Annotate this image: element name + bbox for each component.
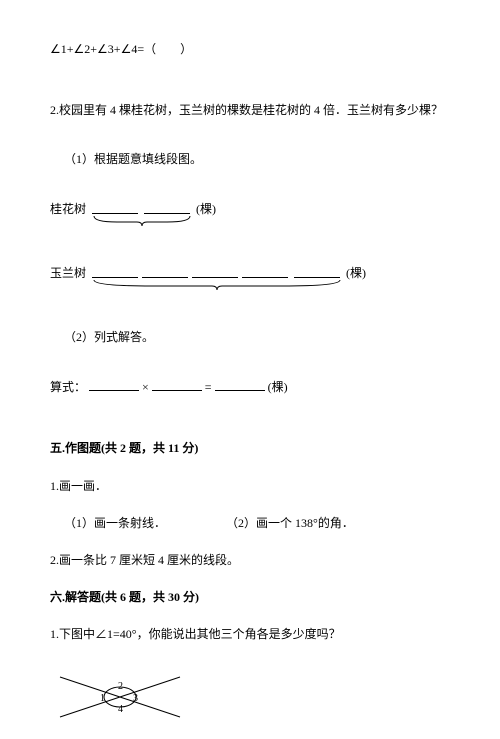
- q2-sub2-text: （2）列式解答。: [64, 330, 154, 344]
- guihua-label: 桂花树: [50, 200, 86, 219]
- formula-eq: =: [205, 380, 212, 394]
- sec6-q1: 1.下图中∠1=40°，你能说出其他三个角各是多少度吗？: [50, 625, 450, 644]
- angle-diagram-svg: 1 2 3 4: [50, 662, 190, 732]
- sec5-q1-text: 1.画一画．: [50, 479, 107, 493]
- sec5-q1: 1.画一画．: [50, 477, 450, 496]
- sec5-q2-text: 2.画一条比 7 厘米短 4 厘米的线段。: [50, 553, 239, 567]
- q2-stem-text: 2.校园里有 4 棵桂花树，玉兰树的棵数是桂花树的 4 倍．玉兰树有多少棵？: [50, 103, 443, 117]
- guihua-unit: (棵): [196, 200, 216, 219]
- formula-times: ×: [142, 380, 149, 394]
- yulan-blank-4: [242, 264, 288, 278]
- q2-stem: 2.校园里有 4 棵桂花树，玉兰树的棵数是桂花树的 4 倍．玉兰树有多少棵？: [50, 101, 450, 120]
- formula-prefix: 算式：: [50, 380, 86, 394]
- q1-expression: ∠1+∠2+∠3+∠4=（ ）: [50, 40, 450, 59]
- yulan-brace-icon: [92, 278, 342, 292]
- yulan-unit: (棵): [346, 264, 366, 283]
- yulan-row: 玉兰树 (棵): [50, 264, 450, 298]
- formula-blank-3: [215, 377, 265, 391]
- angle-3-label: 3: [133, 693, 138, 704]
- formula-row: 算式： × = (棵): [50, 377, 450, 397]
- yulan-blank-3: [192, 264, 238, 278]
- section-5-title-text: 五.作图题(共 2 题，共 11 分): [50, 441, 198, 455]
- q1-text: ∠1+∠2+∠3+∠4=（ ）: [50, 42, 192, 56]
- guihua-blank-1: [92, 200, 138, 214]
- q2-sub1-text: （1）根据题意填线段图。: [64, 152, 202, 166]
- yulan-blank-2: [142, 264, 188, 278]
- yulan-blank-1: [92, 264, 138, 278]
- yulan-label: 玉兰树: [50, 264, 86, 283]
- angle-1-label: 1: [100, 693, 105, 704]
- formula-blank-1: [89, 377, 139, 391]
- sec5-q1-parts: （1）画一条射线． （2）画一个 138°的角．: [50, 514, 450, 533]
- sec6-q1-text: 1.下图中∠1=40°，你能说出其他三个角各是多少度吗？: [50, 627, 341, 641]
- guihua-blank-2: [144, 200, 190, 214]
- angle-2-label: 2: [118, 681, 123, 692]
- angle-diagram: 1 2 3 4: [50, 662, 450, 738]
- guihua-row: 桂花树 (棵): [50, 200, 450, 234]
- formula-unit: (棵): [268, 380, 288, 394]
- angle-4-label: 4: [118, 704, 123, 715]
- guihua-brace-icon: [92, 214, 192, 228]
- q2-sub2: （2）列式解答。: [64, 328, 450, 347]
- sec5-q1a: （1）画一条射线．: [64, 514, 166, 533]
- section-5-title: 五.作图题(共 2 题，共 11 分): [50, 439, 450, 458]
- section-6-title: 六.解答题(共 6 题，共 30 分): [50, 588, 450, 607]
- formula-blank-2: [152, 377, 202, 391]
- sec5-q2: 2.画一条比 7 厘米短 4 厘米的线段。: [50, 551, 450, 570]
- section-6-title-text: 六.解答题(共 6 题，共 30 分): [50, 590, 199, 604]
- sec5-q1b: （2）画一个 138°的角．: [226, 514, 354, 533]
- q2-sub1: （1）根据题意填线段图。: [64, 150, 450, 169]
- yulan-blank-5: [294, 264, 340, 278]
